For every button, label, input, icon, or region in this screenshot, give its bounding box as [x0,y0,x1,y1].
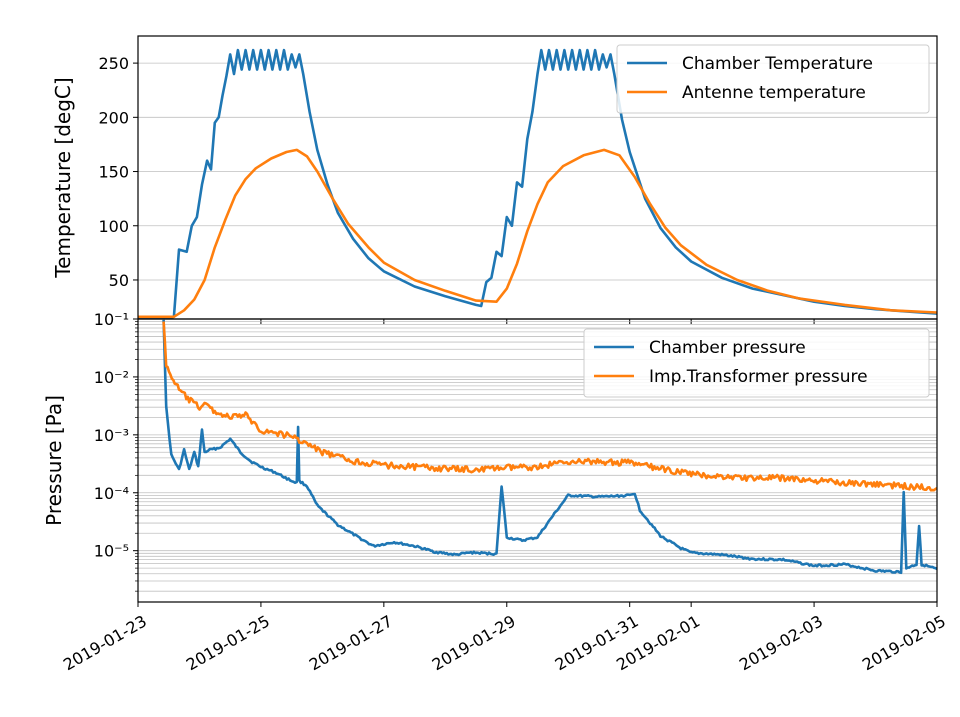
temperature-legend-label-chamber-temperature: Chamber Temperature [682,54,873,74]
pressure-y-tick-label: 10⁻³ [94,426,129,445]
pressure-y-tick-label: 10⁻¹ [94,310,129,329]
temperature-y-tick-label: 150 [98,163,129,182]
pressure-legend-label-chamber-pressure: Chamber pressure [649,338,806,358]
pressure-panel: 10⁻⁵10⁻⁴10⁻³10⁻²10⁻¹ 2019-01-23 2019-01-2… [42,310,949,674]
pressure-line-chamber-pressure [162,319,938,575]
pressure-y-ticks: 10⁻⁵ 10⁻⁴ 10⁻³ 10⁻² 10⁻¹ [94,310,138,592]
temperature-panel: 50 100 150 200 250 Temperature [degC] Chambe… [51,35,938,324]
temperature-y-axis-label: Temperature [degC] [51,77,75,278]
date-x-tick-label: 2019-02-05 [859,611,949,674]
temperature-line-chamber-temperature [138,48,938,320]
date-x-tick-label: 2019-02-03 [736,611,826,674]
pressure-line-imp-transformer-pressure [162,321,938,492]
date-x-tick-label: 2019-01-29 [429,611,519,674]
temperature-y-tick-label: 50 [109,271,129,290]
temperature-y-tick-label: 200 [98,108,129,127]
date-x-ticks: 2019-01-23 2019-01-25 2019-01-27 2019-01-29… [60,602,949,674]
temperature-legend-box [616,44,930,114]
temperature-legend: Chamber Temperature Antenne temperature [616,44,930,114]
pressure-y-tick-label: 10⁻⁴ [94,484,129,503]
pressure-plot-frame [137,318,938,603]
pressure-legend: Chamber pressure Imp.Transformer pressure [583,328,930,398]
pressure-legend-label-imp-transformer-pressure: Imp.Transformer pressure [649,367,868,387]
pressure-y-tick-label: 10⁻⁵ [94,542,129,561]
pressure-series-group [162,319,938,575]
pressure-y-tick-label: 10⁻² [94,368,129,387]
pressure-legend-box [583,328,930,398]
temperature-legend-label-antenne-temperature: Antenne temperature [682,83,866,103]
date-x-tick-label: 2019-01-27 [306,611,396,674]
temperature-line-antenne-temperature [138,148,938,319]
date-x-tick-label: 2019-01-25 [183,611,273,674]
temperature-y-tick-label: 250 [98,54,129,73]
temperature-series-group [138,48,938,320]
date-x-tick-label: 2019-01-23 [60,611,150,674]
temperature-y-tick-label: 100 [98,217,129,236]
pressure-y-axis-label: Pressure [Pa] [42,395,66,526]
